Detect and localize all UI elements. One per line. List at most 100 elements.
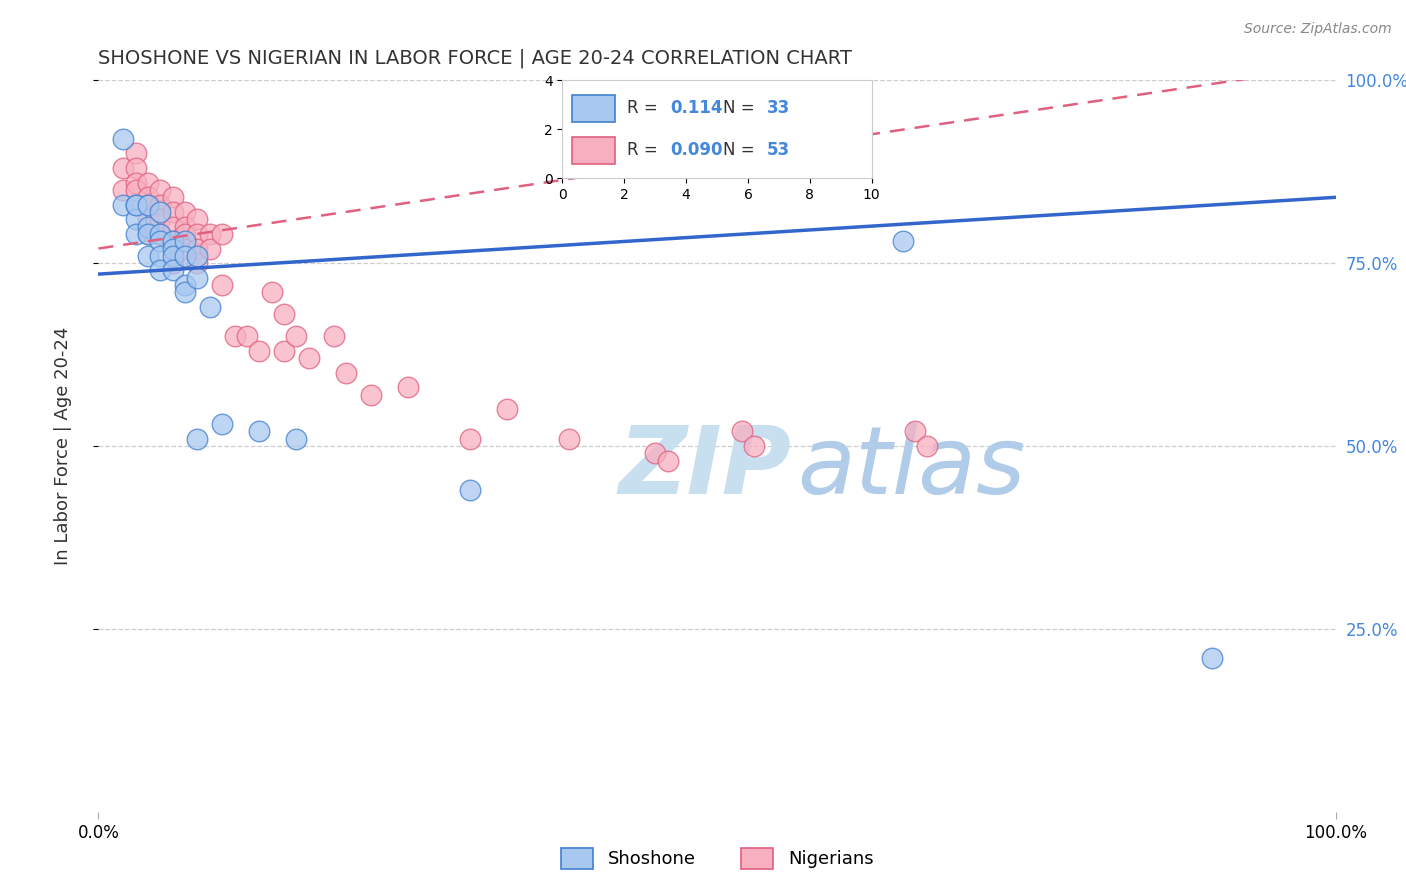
Point bbox=[224, 329, 246, 343]
Text: atlas: atlas bbox=[797, 423, 1026, 514]
Point bbox=[149, 249, 172, 263]
Point bbox=[731, 425, 754, 439]
Text: N =: N = bbox=[723, 100, 761, 118]
Point bbox=[149, 183, 172, 197]
Point bbox=[458, 432, 481, 446]
Text: R =: R = bbox=[627, 141, 664, 159]
Point bbox=[285, 329, 308, 343]
Text: R =: R = bbox=[627, 100, 664, 118]
Point bbox=[335, 366, 357, 380]
Point bbox=[298, 351, 321, 366]
Point bbox=[742, 439, 765, 453]
Point bbox=[186, 249, 208, 263]
Point bbox=[136, 212, 159, 227]
Text: N =: N = bbox=[723, 141, 761, 159]
Point bbox=[495, 402, 517, 417]
Point bbox=[149, 197, 172, 211]
Point bbox=[186, 212, 208, 227]
Point bbox=[162, 205, 184, 219]
Point bbox=[260, 285, 283, 300]
Point bbox=[904, 425, 927, 439]
Point bbox=[917, 439, 939, 453]
Point bbox=[174, 227, 197, 241]
Point bbox=[360, 388, 382, 402]
Point bbox=[186, 270, 208, 285]
Point bbox=[322, 329, 344, 343]
Point bbox=[112, 183, 135, 197]
Point bbox=[162, 190, 184, 204]
Point bbox=[174, 234, 197, 248]
Text: SHOSHONE VS NIGERIAN IN LABOR FORCE | AGE 20-24 CORRELATION CHART: SHOSHONE VS NIGERIAN IN LABOR FORCE | AG… bbox=[98, 48, 852, 68]
Point bbox=[174, 219, 197, 234]
Point bbox=[149, 234, 172, 248]
Point bbox=[124, 176, 146, 190]
Point bbox=[186, 256, 208, 270]
Legend: Shoshone, Nigerians: Shoshone, Nigerians bbox=[554, 840, 880, 876]
Point bbox=[273, 343, 295, 358]
Point bbox=[136, 176, 159, 190]
Point bbox=[458, 483, 481, 497]
Point bbox=[247, 343, 270, 358]
Point bbox=[124, 212, 146, 227]
Text: 0.090: 0.090 bbox=[671, 141, 723, 159]
Point bbox=[174, 205, 197, 219]
Point bbox=[162, 234, 184, 248]
Text: Source: ZipAtlas.com: Source: ZipAtlas.com bbox=[1244, 22, 1392, 37]
Point bbox=[136, 190, 159, 204]
Point bbox=[124, 227, 146, 241]
Text: ZIP: ZIP bbox=[619, 422, 792, 514]
Text: 33: 33 bbox=[766, 100, 790, 118]
Point bbox=[136, 197, 159, 211]
Point bbox=[211, 417, 233, 431]
FancyBboxPatch shape bbox=[572, 95, 614, 122]
Point bbox=[136, 227, 159, 241]
Point bbox=[247, 425, 270, 439]
Point bbox=[124, 197, 146, 211]
Point bbox=[186, 227, 208, 241]
Point bbox=[149, 227, 172, 241]
Point bbox=[149, 205, 172, 219]
Point bbox=[112, 161, 135, 175]
Point bbox=[198, 300, 221, 314]
Point bbox=[174, 249, 197, 263]
Point bbox=[891, 234, 914, 248]
Point bbox=[136, 219, 159, 234]
Point bbox=[186, 242, 208, 256]
Point bbox=[396, 380, 419, 394]
Point bbox=[149, 212, 172, 227]
Point bbox=[162, 249, 184, 263]
Point bbox=[136, 197, 159, 211]
Point bbox=[124, 146, 146, 161]
Point bbox=[198, 242, 221, 256]
Point bbox=[186, 432, 208, 446]
Point bbox=[162, 256, 184, 270]
Point bbox=[124, 197, 146, 211]
Point bbox=[162, 242, 184, 256]
Point bbox=[657, 453, 679, 467]
Point bbox=[136, 227, 159, 241]
Point bbox=[236, 329, 259, 343]
Point bbox=[124, 183, 146, 197]
Point bbox=[162, 219, 184, 234]
Text: 53: 53 bbox=[766, 141, 790, 159]
Point bbox=[198, 227, 221, 241]
Point bbox=[273, 307, 295, 321]
Point bbox=[149, 263, 172, 277]
Point bbox=[149, 227, 172, 241]
Y-axis label: In Labor Force | Age 20-24: In Labor Force | Age 20-24 bbox=[53, 326, 72, 566]
Point bbox=[211, 227, 233, 241]
Point bbox=[285, 432, 308, 446]
Point bbox=[644, 446, 666, 460]
Point bbox=[211, 278, 233, 293]
Point bbox=[136, 249, 159, 263]
Point bbox=[557, 432, 579, 446]
Point bbox=[174, 278, 197, 293]
Point bbox=[162, 263, 184, 277]
Point bbox=[1201, 651, 1223, 665]
Point bbox=[112, 197, 135, 211]
Point bbox=[124, 161, 146, 175]
Point bbox=[174, 285, 197, 300]
FancyBboxPatch shape bbox=[572, 136, 614, 164]
Point bbox=[112, 132, 135, 146]
Text: 0.114: 0.114 bbox=[671, 100, 723, 118]
